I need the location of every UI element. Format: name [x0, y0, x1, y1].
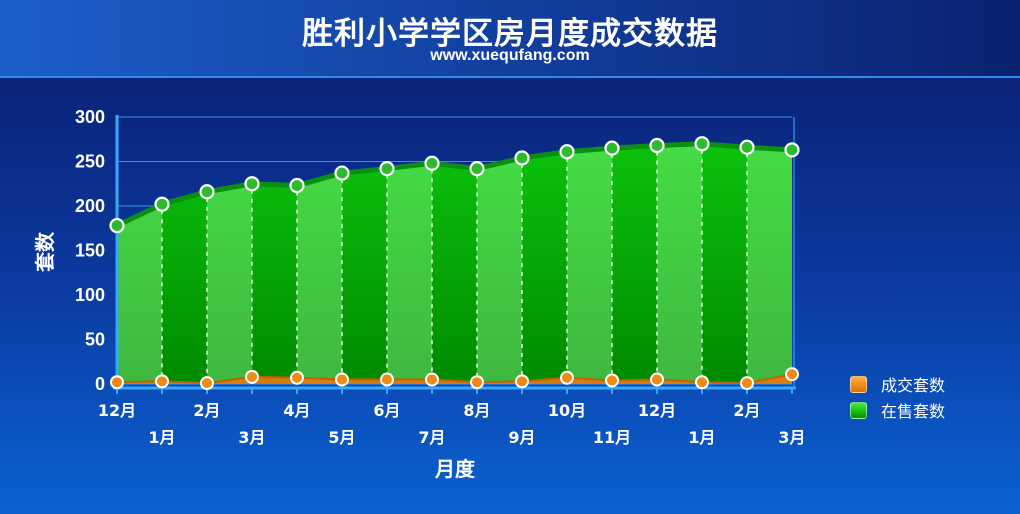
x-tick-label: 6月 [373, 401, 400, 420]
x-tick-label: 10月 [548, 401, 586, 420]
x-tick-label: 12月 [638, 401, 676, 420]
legend-swatch-listed [850, 401, 867, 419]
listed-area-band [657, 143, 703, 384]
listed-area-band [477, 143, 523, 384]
x-tick-label: 3月 [778, 428, 805, 447]
y-tick-label: 50 [85, 330, 105, 350]
listed-point [199, 184, 215, 200]
y-tick-label: 200 [75, 196, 105, 216]
y-tick-label: 250 [75, 152, 105, 172]
sold-point [560, 370, 574, 385]
listed-point [604, 140, 620, 156]
x-axis-ticks: 12月 1月 2月 3月 4月 5月 6月 7月 8月 9月 10月 11月 12月 1月 2月 3月 [98, 401, 806, 447]
listed-area-band [342, 143, 388, 384]
listed-area-band [117, 143, 163, 384]
listed-point [379, 161, 395, 177]
sold-point [425, 372, 439, 387]
listed-area-band [702, 143, 748, 384]
listed-area-band [252, 143, 298, 384]
y-tick-label: 150 [75, 241, 105, 261]
legend-label-listed: 在售套数 [881, 402, 946, 421]
chart-title: 胜利小学学区房月度成交数据 [302, 16, 718, 52]
sold-series-line [116, 373, 793, 385]
sold-point [785, 367, 799, 382]
x-tick-label: 12月 [98, 401, 136, 420]
x-tick-label: 7月 [418, 428, 445, 447]
sold-point [245, 369, 259, 384]
listed-point [109, 217, 125, 234]
listed-area-band [207, 143, 253, 384]
x-tick-label: 8月 [463, 401, 490, 420]
listed-point [649, 137, 665, 154]
listed-area-band [432, 143, 478, 384]
listed-point [559, 144, 575, 160]
x-tick-label: 4月 [283, 401, 310, 420]
listed-area-bands [117, 143, 792, 384]
sold-point [335, 372, 349, 387]
listed-point [244, 176, 260, 192]
sold-point [200, 376, 214, 391]
sold-point [695, 375, 709, 390]
listed-area-band [612, 143, 658, 384]
sold-area [116, 373, 793, 385]
markers [109, 136, 800, 391]
listed-area [115, 141, 793, 384]
listed-area-band [522, 143, 568, 384]
x-tick-label: 9月 [508, 428, 535, 447]
sold-point [380, 372, 394, 387]
chart-subtitle: www.xuequfang.com [430, 47, 590, 64]
sold-area-fill [117, 374, 792, 384]
x-tick-label: 3月 [238, 428, 265, 447]
listed-point [289, 177, 305, 194]
sold-point [290, 370, 304, 385]
listed-point [694, 136, 710, 152]
sold-point [515, 374, 529, 389]
listed-point [469, 161, 485, 177]
sold-point [470, 375, 484, 390]
y-axis-label: 套数 [33, 231, 57, 272]
legend-item-listed: 在售套数 [850, 398, 945, 422]
legend-swatch-sold [850, 375, 867, 393]
x-axis-label: 月度 [434, 457, 476, 481]
x-tick-label: 2月 [193, 401, 220, 420]
header-bar: 胜利小学学区房月度成交数据 www.xuequfang.com [0, 0, 1020, 78]
sold-point [155, 374, 169, 389]
listed-area-band [297, 143, 343, 384]
x-tick-label: 2月 [733, 401, 760, 420]
listed-area-band [162, 143, 208, 384]
listed-point [334, 165, 350, 181]
x-tick-label: 11月 [593, 428, 631, 447]
listed-point [514, 150, 530, 166]
legend-item-sold: 成交套数 [850, 372, 945, 396]
listed-point [784, 142, 800, 158]
listed-series-line [115, 141, 793, 228]
sold-point [110, 375, 124, 390]
y-tick-label: 100 [75, 285, 105, 305]
listed-point [424, 155, 440, 171]
x-tick-label: 5月 [328, 428, 355, 447]
listed-area-band [387, 143, 433, 384]
listed-point [154, 196, 170, 212]
legend: 成交套数 在售套数 [850, 372, 945, 424]
sold-point [740, 376, 754, 391]
x-tick-label: 1月 [688, 428, 715, 447]
y-tick-label: 300 [75, 107, 105, 127]
listed-point [739, 139, 755, 155]
y-tick-label: 0 [95, 374, 105, 394]
sold-point [605, 373, 619, 388]
axes [113, 115, 796, 394]
listed-area-band [567, 143, 613, 384]
y-axis-ticks: 0 50 100 150 200 250 300 [75, 107, 105, 394]
legend-label-sold: 成交套数 [881, 376, 946, 395]
sold-point [650, 372, 664, 387]
x-tick-label: 1月 [148, 428, 175, 447]
listed-area-band [747, 143, 792, 384]
